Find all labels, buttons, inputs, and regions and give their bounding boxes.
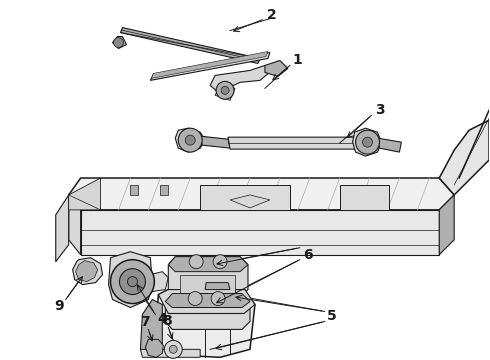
Circle shape: [188, 292, 202, 306]
Polygon shape: [205, 283, 230, 289]
Polygon shape: [340, 185, 390, 210]
Text: 7: 7: [141, 315, 150, 329]
Polygon shape: [69, 195, 81, 255]
Circle shape: [111, 260, 154, 303]
Polygon shape: [148, 272, 168, 292]
Polygon shape: [265, 60, 288, 76]
Text: 6: 6: [303, 248, 313, 262]
Text: 5: 5: [327, 310, 337, 324]
Polygon shape: [108, 252, 152, 307]
Polygon shape: [151, 51, 268, 78]
Polygon shape: [200, 136, 230, 148]
Polygon shape: [75, 261, 98, 282]
Polygon shape: [121, 28, 260, 63]
Polygon shape: [175, 128, 205, 152]
Circle shape: [185, 135, 195, 145]
Polygon shape: [168, 257, 248, 272]
Circle shape: [211, 292, 225, 306]
Circle shape: [178, 128, 202, 152]
Text: 4: 4: [157, 312, 167, 327]
Polygon shape: [180, 275, 235, 293]
Text: 3: 3: [375, 103, 384, 117]
Circle shape: [221, 86, 229, 94]
Polygon shape: [69, 178, 454, 210]
Polygon shape: [113, 37, 126, 49]
Circle shape: [127, 276, 137, 287]
Polygon shape: [146, 339, 163, 357]
Text: 2: 2: [267, 8, 277, 22]
Polygon shape: [353, 128, 382, 156]
Circle shape: [120, 269, 146, 294]
Polygon shape: [200, 185, 290, 210]
Polygon shape: [168, 257, 248, 298]
Polygon shape: [150, 53, 270, 80]
Text: 1: 1: [293, 54, 303, 67]
Polygon shape: [56, 195, 69, 262]
Polygon shape: [230, 195, 270, 208]
Polygon shape: [228, 137, 357, 149]
Circle shape: [169, 345, 177, 353]
Circle shape: [216, 81, 234, 99]
Polygon shape: [141, 349, 200, 357]
Polygon shape: [155, 289, 255, 357]
Circle shape: [363, 137, 372, 147]
Polygon shape: [130, 185, 138, 195]
Polygon shape: [215, 85, 235, 100]
Circle shape: [114, 37, 123, 48]
Polygon shape: [158, 289, 255, 314]
Circle shape: [213, 255, 227, 269]
Polygon shape: [141, 300, 162, 357]
Text: 8: 8: [162, 314, 172, 328]
Circle shape: [356, 130, 379, 154]
Text: 9: 9: [54, 298, 64, 312]
Circle shape: [189, 255, 203, 269]
Polygon shape: [69, 178, 100, 210]
Polygon shape: [81, 210, 439, 255]
Polygon shape: [160, 185, 168, 195]
Polygon shape: [439, 195, 454, 255]
Polygon shape: [210, 66, 272, 92]
Polygon shape: [377, 138, 401, 152]
Polygon shape: [165, 293, 250, 329]
Polygon shape: [439, 120, 489, 195]
Polygon shape: [165, 293, 250, 307]
Circle shape: [164, 340, 182, 358]
Polygon shape: [73, 258, 102, 285]
